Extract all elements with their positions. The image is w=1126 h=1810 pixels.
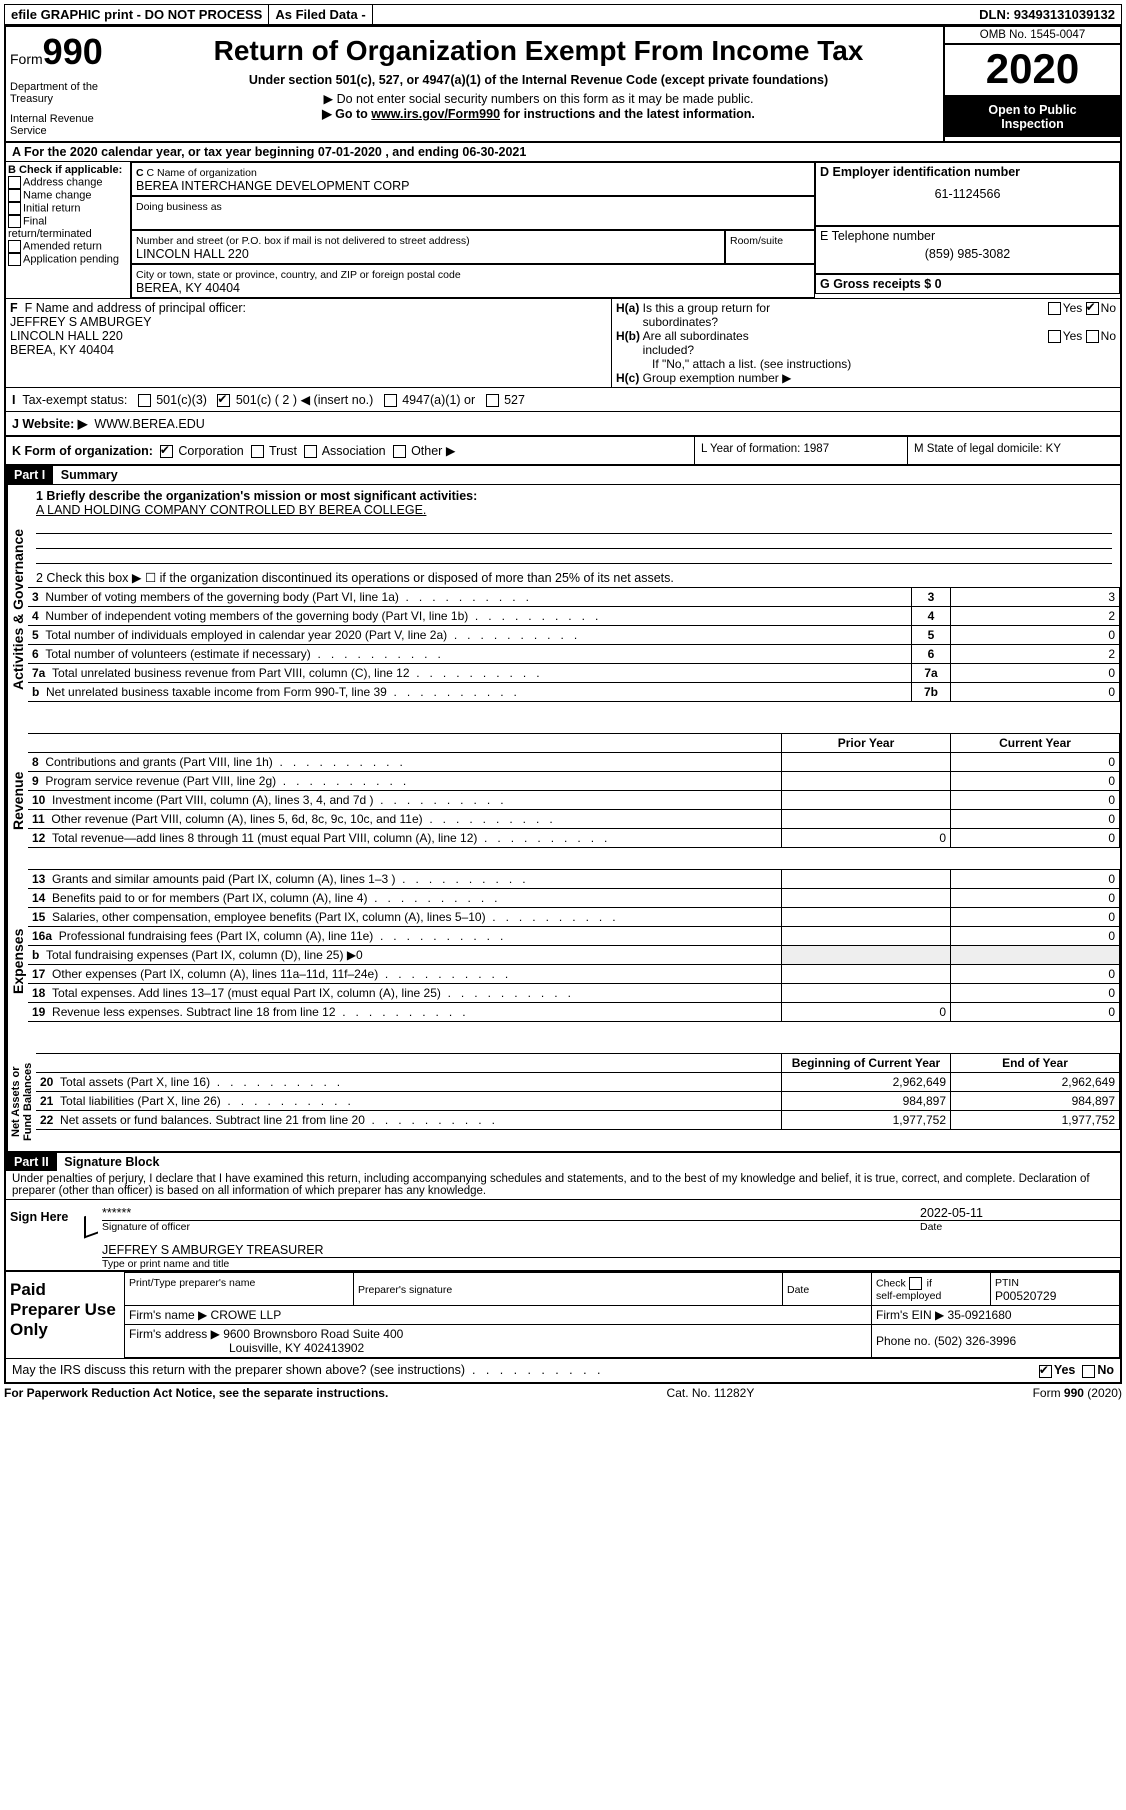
vlabel-gov: Activities & Governance	[6, 485, 28, 733]
perjury-text: Under penalties of perjury, I declare th…	[6, 1171, 1120, 1199]
exp-table: 13 Grants and similar amounts paid (Part…	[28, 869, 1120, 1022]
discuss-row: May the IRS discuss this return with the…	[6, 1358, 1120, 1381]
header-right: OMB No. 1545-0047 2020 Open to PublicIns…	[943, 27, 1120, 141]
irs-link[interactable]: www.irs.gov/Form990	[371, 107, 500, 121]
form-id: Form990 Department of the Treasury Inter…	[6, 27, 134, 141]
part-I-label: Part I	[6, 466, 53, 484]
rev-table: Prior YearCurrent Year 8 Contributions a…	[28, 733, 1120, 848]
row-A: A For the 2020 calendar year, or tax yea…	[6, 141, 1120, 161]
row-I: I Tax-exempt status: 501(c)(3) 501(c) ( …	[6, 387, 1120, 411]
col-B: B Check if applicable: Address change Na…	[6, 162, 131, 298]
dln: DLN: 93493131039132	[973, 5, 1121, 24]
form-body: Form990 Department of the Treasury Inter…	[4, 25, 1122, 1384]
paid-preparer-label: Paid Preparer Use Only	[6, 1272, 124, 1358]
col-F: F F Name and address of principal office…	[6, 299, 611, 387]
row-K: K Form of organization: Corporation Trus…	[6, 437, 694, 464]
col-DEG: D Employer identification number61-11245…	[815, 162, 1120, 298]
tax-year: 2020	[945, 45, 1120, 97]
form-title: Return of Organization Exempt From Incom…	[142, 35, 935, 67]
top-bar: efile GRAPHIC print - DO NOT PROCESS As …	[4, 4, 1122, 25]
vlabel-net: Net Assets orFund Balances	[6, 1053, 36, 1151]
row-J: J Website: ▶ WWW.BEREA.EDU	[6, 412, 1120, 435]
row-M: M State of legal domicile: KY	[907, 437, 1120, 464]
sign-here: Sign Here	[6, 1200, 84, 1270]
part-II-label: Part II	[6, 1153, 57, 1171]
vlabel-exp: Expenses	[6, 869, 28, 1053]
asfiled: As Filed Data -	[268, 5, 372, 24]
efile-text: efile GRAPHIC print - DO NOT PROCESS	[5, 5, 268, 24]
col-C: C C Name of organizationBEREA INTERCHANG…	[131, 162, 815, 298]
net-table: Beginning of Current YearEnd of Year 20 …	[36, 1053, 1120, 1130]
row-L: L Year of formation: 1987	[694, 437, 907, 464]
arrow-icon	[84, 1212, 98, 1239]
preparer-table: Print/Type preparer's name Preparer's si…	[124, 1272, 1120, 1358]
footer: For Paperwork Reduction Act Notice, see …	[4, 1386, 1122, 1400]
gov-table: 3 Number of voting members of the govern…	[28, 587, 1120, 702]
col-H: H(a) Is this a group return for subordin…	[611, 299, 1120, 387]
vlabel-rev: Revenue	[6, 733, 28, 869]
header-center: Return of Organization Exempt From Incom…	[134, 27, 943, 141]
